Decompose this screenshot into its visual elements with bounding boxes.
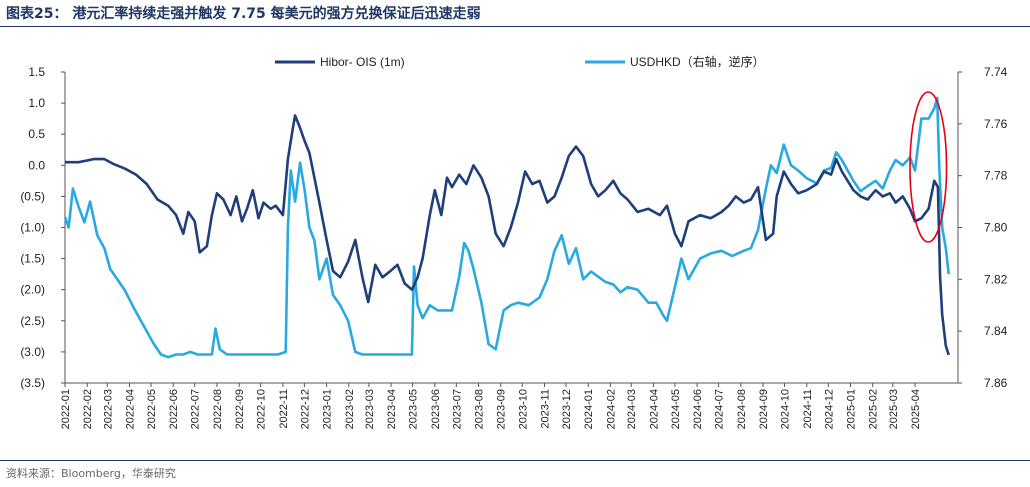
figure-title: 图表25： 港元汇率持续走强并触发 7.75 每美元的强方兑换保证后迅速走弱 xyxy=(6,6,481,22)
x-tick-label: 2022-03 xyxy=(102,389,114,429)
x-tick-label: 2022-02 xyxy=(82,389,94,429)
right-tick-label: 7.76 xyxy=(984,117,1008,131)
x-tick-label: 2024-03 xyxy=(626,389,638,429)
x-tick-label: 2025-03 xyxy=(888,389,900,429)
series-lines xyxy=(63,96,950,359)
x-tick-label: 2024-02 xyxy=(605,389,617,429)
right-tick-label: 7.80 xyxy=(984,221,1008,235)
x-tick-label: 2023-10 xyxy=(517,389,529,429)
x-tick-label: 2024-11 xyxy=(802,389,814,429)
left-tick-label: 0.0 xyxy=(28,158,45,172)
footer-rule xyxy=(0,460,1030,461)
x-tick-label: 2022-10 xyxy=(256,389,268,429)
x-tick-label: 2023-11 xyxy=(539,389,551,429)
x-axis-ticks: 2022-01 2022-02 2022-03 2022-04 2022-05 2022-… xyxy=(60,383,922,429)
left-tick-label: (1.0) xyxy=(20,221,45,235)
x-tick-label: 2024-05 xyxy=(670,389,682,429)
x-tick-label: 2023-02 xyxy=(344,389,356,429)
left-tick-label: 1.5 xyxy=(28,65,45,79)
x-tick-label: 2023-04 xyxy=(386,389,398,429)
x-tick-label: 2022-11 xyxy=(278,389,290,429)
x-tick-label: 2024-09 xyxy=(758,389,770,429)
x-tick-label: 2022-08 xyxy=(212,389,224,429)
legend-label: USDHKD（右轴，逆序） xyxy=(630,54,765,69)
x-tick-label: 2025-01 xyxy=(845,389,857,429)
usdhkd-series-line xyxy=(63,96,950,359)
highlight-ellipse xyxy=(909,91,948,243)
right-tick-label: 7.84 xyxy=(984,324,1008,338)
x-tick-label: 2023-01 xyxy=(322,389,334,429)
legend-label: Hibor- OIS (1m) xyxy=(320,55,405,69)
x-tick-label: 2025-02 xyxy=(868,389,880,429)
x-tick-label: 2023-12 xyxy=(561,389,573,429)
left-tick-label: (3.0) xyxy=(20,345,45,359)
x-tick-label: 2024-12 xyxy=(823,389,835,429)
x-tick-label: 2023-09 xyxy=(496,389,508,429)
x-tick-label: 2022-01 xyxy=(60,389,72,429)
right-tick-label: 7.86 xyxy=(984,376,1008,390)
dual-axis-line-chart: 1.5 1.0 0.5 0.0 (0.5) (1.0) (1.5) (2.0) (2.5) (3.… xyxy=(20,54,1008,429)
left-y-axis-ticks: 1.5 1.0 0.5 0.0 (0.5) (1.0) (1.5) (2.0) (2.5) (3.… xyxy=(20,65,65,390)
legend: Hibor- OIS (1m) USDHKD（右轴，逆序） xyxy=(275,54,765,69)
x-tick-label: 2024-10 xyxy=(780,389,792,429)
left-tick-label: (1.5) xyxy=(20,252,45,266)
x-tick-label: 2024-01 xyxy=(583,389,595,429)
right-y-axis-ticks: 7.74 7.76 7.78 7.80 7.82 7.84 7.86 xyxy=(958,65,1008,390)
x-tick-label: 2023-06 xyxy=(430,389,442,429)
x-tick-label: 2023-05 xyxy=(408,389,420,429)
left-tick-label: (3.5) xyxy=(20,376,45,390)
x-tick-label: 2024-06 xyxy=(692,389,704,429)
left-tick-label: 0.5 xyxy=(28,127,45,141)
x-tick-label: 2024-08 xyxy=(736,389,748,429)
left-tick-label: (2.0) xyxy=(20,283,45,297)
left-tick-label: (0.5) xyxy=(20,189,45,203)
x-tick-label: 2022-06 xyxy=(168,389,180,429)
x-tick-label: 2022-07 xyxy=(190,389,202,429)
x-tick-label: 2022-05 xyxy=(146,389,158,429)
left-tick-label: 1.0 xyxy=(28,96,45,110)
right-tick-label: 7.74 xyxy=(984,65,1008,79)
hibor-ois-series-line xyxy=(65,114,950,356)
x-tick-label: 2022-12 xyxy=(299,389,311,429)
x-tick-label: 2022-04 xyxy=(125,389,137,429)
left-tick-label: (2.5) xyxy=(20,314,45,328)
x-tick-label: 2024-04 xyxy=(648,389,660,429)
x-tick-label: 2023-07 xyxy=(451,389,463,429)
x-tick-label: 2023-08 xyxy=(474,389,486,429)
annotation-layer xyxy=(909,91,948,243)
source-note: 资料来源：Bloomberg，华泰研究 xyxy=(6,467,176,480)
x-tick-label: 2022-09 xyxy=(234,389,246,429)
x-tick-label: 2025-04 xyxy=(910,389,922,429)
x-tick-label: 2023-03 xyxy=(364,389,376,429)
right-tick-label: 7.78 xyxy=(984,169,1008,183)
right-tick-label: 7.82 xyxy=(984,272,1008,286)
x-tick-label: 2024-07 xyxy=(714,389,726,429)
title-rule xyxy=(0,26,1030,27)
